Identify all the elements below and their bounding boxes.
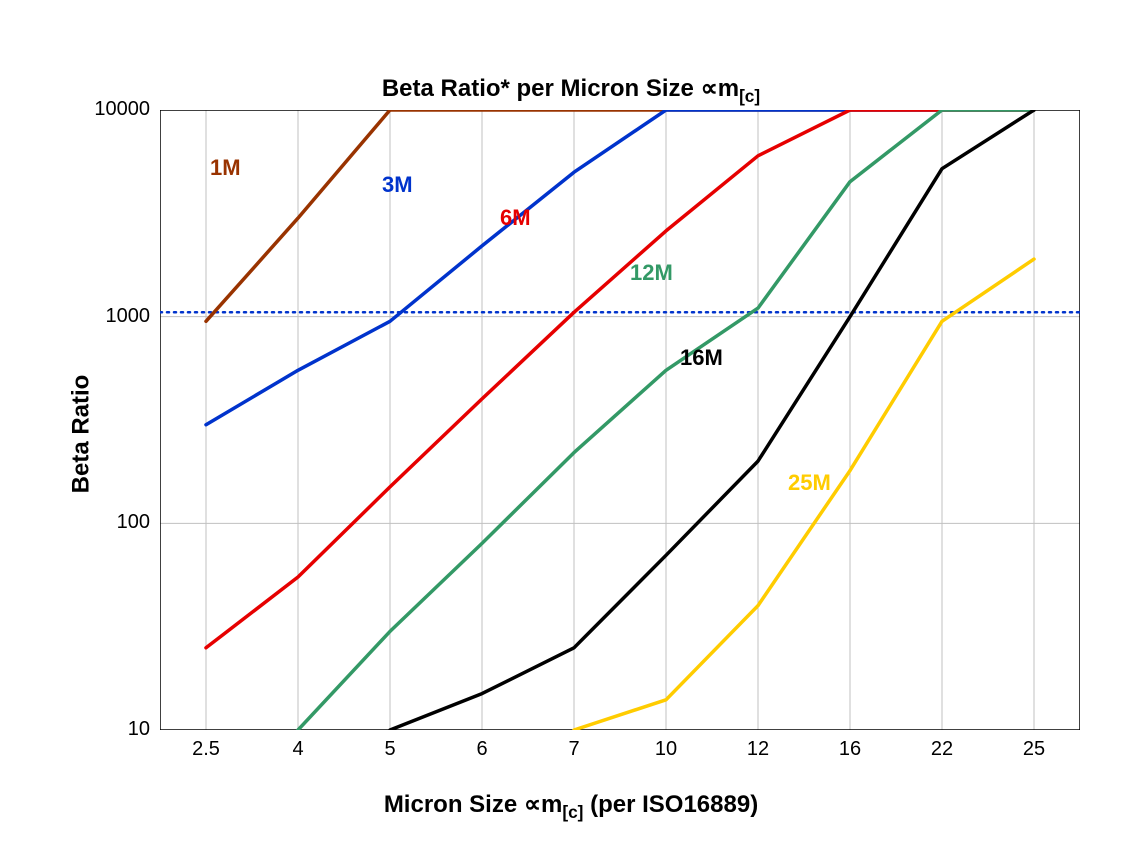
x-tick-label: 12: [733, 738, 783, 761]
chart-title: Beta Ratio* per Micron Size ∝m[c]: [0, 74, 1142, 107]
x-tick-label: 2.5: [181, 738, 231, 761]
x-tick-label: 25: [1009, 738, 1059, 761]
series-label-6M: 6M: [500, 205, 531, 231]
series-label-16M: 16M: [680, 345, 723, 371]
y-tick-label: 1000: [106, 305, 151, 328]
x-axis-label: Micron Size ∝m[c] (per ISO16889): [0, 790, 1142, 823]
x-tick-label: 4: [273, 738, 323, 761]
series-label-3M: 3M: [382, 172, 413, 198]
y-axis-label: Beta Ratio: [67, 375, 95, 494]
series-label-1M: 1M: [210, 155, 241, 181]
x-tick-label: 16: [825, 738, 875, 761]
x-tick-label: 6: [457, 738, 507, 761]
x-tick-label: 5: [365, 738, 415, 761]
series-label-25M: 25M: [788, 470, 831, 496]
y-tick-label: 10000: [94, 98, 150, 121]
plot-svg: [160, 110, 1080, 730]
plot-area: [160, 110, 1080, 730]
y-tick-label: 100: [117, 511, 150, 534]
x-tick-label: 10: [641, 738, 691, 761]
x-tick-label: 22: [917, 738, 967, 761]
y-tick-label: 10: [128, 718, 150, 741]
series-label-12M: 12M: [630, 260, 673, 286]
x-tick-label: 7: [549, 738, 599, 761]
chart-container: Beta Ratio* per Micron Size ∝m[c] Beta R…: [0, 0, 1142, 860]
